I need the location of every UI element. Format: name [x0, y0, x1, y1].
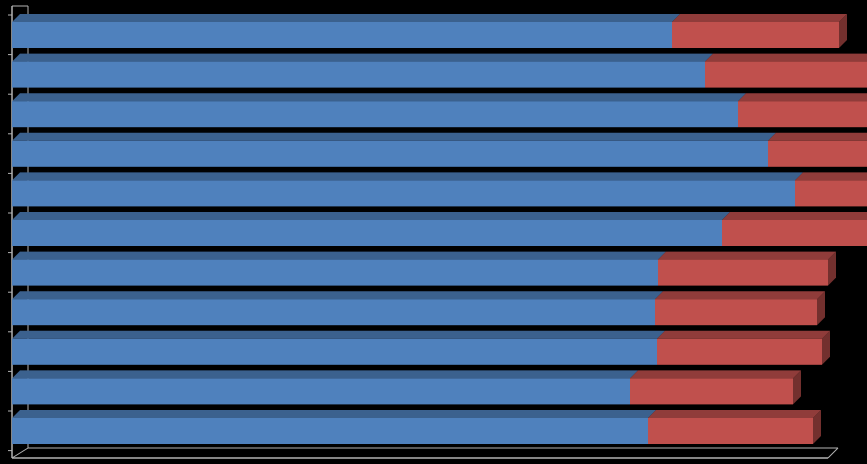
bar-series-2-row-1 [672, 22, 839, 48]
bar-series-2-row-11 [648, 418, 813, 444]
bar-series-2-row-3 [738, 101, 867, 128]
bar-top-series-1-row-10 [12, 370, 638, 379]
bar-series-1-row-10 [12, 378, 630, 405]
bar-top-series-1-row-1 [12, 14, 680, 22]
bar-top-series-1-row-8 [12, 291, 663, 300]
bar-series-1-row-7 [12, 259, 658, 286]
bar-top-series-1-row-9 [12, 330, 665, 339]
bar-series-1-row-1 [12, 22, 672, 48]
bar-top-series-2-row-9 [657, 330, 830, 339]
bar-series-1-row-4 [12, 140, 768, 167]
bar-side-row-9 [822, 330, 830, 365]
bar-top-series-1-row-4 [12, 132, 776, 141]
bar-series-2-row-10 [630, 378, 793, 405]
bar-series-1-row-2 [12, 61, 705, 88]
bar-series-2-row-2 [705, 61, 867, 88]
bar-series-2-row-5 [795, 180, 867, 207]
bar-top-series-2-row-11 [648, 410, 821, 418]
bar-top-series-2-row-6 [722, 212, 867, 220]
bar-series-2-row-9 [657, 338, 822, 365]
bar-top-series-1-row-3 [12, 93, 746, 102]
bar-series-2-row-6 [722, 220, 867, 246]
bar-top-series-2-row-2 [705, 53, 867, 62]
bar-top-series-1-row-5 [12, 172, 803, 181]
bar-series-1-row-11 [12, 418, 648, 444]
bar-top-series-1-row-7 [12, 251, 666, 260]
bar-top-series-2-row-1 [672, 14, 847, 22]
bar-top-series-1-row-11 [12, 410, 656, 418]
bar-top-series-2-row-3 [738, 93, 867, 102]
bar-series-1-row-5 [12, 180, 795, 207]
bar-series-1-row-9 [12, 338, 657, 365]
bar-top-series-2-row-5 [795, 172, 867, 181]
bar-side-row-10 [793, 370, 801, 405]
bar-series-1-row-6 [12, 220, 722, 246]
bar-top-series-1-row-2 [12, 53, 713, 62]
floor-left-edge [11, 447, 29, 459]
bar-top-series-1-row-6 [12, 212, 730, 220]
bar-side-row-1 [839, 14, 847, 48]
bar-series-2-row-7 [658, 259, 828, 286]
bar-side-row-7 [828, 251, 836, 286]
bar-side-row-11 [813, 410, 821, 444]
bar-series-1-row-8 [12, 299, 655, 326]
bar-top-series-2-row-10 [630, 370, 801, 379]
bar-side-row-8 [817, 291, 825, 326]
bar-top-series-2-row-7 [658, 251, 836, 260]
bar-top-series-2-row-8 [655, 291, 825, 300]
bar-series-2-row-4 [768, 140, 867, 167]
bar-top-series-2-row-4 [768, 132, 867, 141]
floor-right-edge [827, 447, 839, 459]
bar-series-2-row-8 [655, 299, 817, 326]
bar-series-1-row-3 [12, 101, 738, 128]
chart-bars [12, 14, 867, 444]
